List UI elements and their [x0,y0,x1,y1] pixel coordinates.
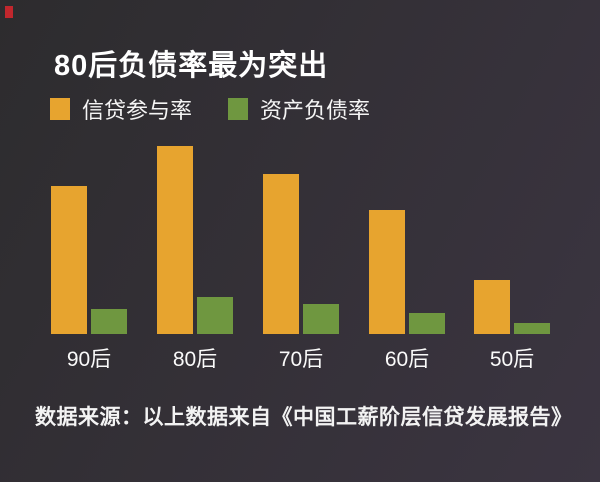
bar-credit-participation-rate-50后 [474,280,510,334]
bar-asset-debt-ratio-50后 [514,323,550,334]
category-label-50后: 50后 [489,348,535,371]
category-label-90后: 90后 [66,348,112,371]
data-source-note: 数据来源：以上数据来自《中国工薪阶层信贷发展报告》 [35,406,573,429]
bar-credit-participation-rate-80后 [157,146,193,334]
category-label-80后: 80后 [172,348,218,371]
category-label-70后: 70后 [278,348,324,371]
category-axis: 90后 80后 70后 60后 50后 [0,343,600,371]
chart-title: 80后负债率最为突出 [54,50,329,82]
legend-swatch-credit-participation [50,98,70,120]
bar-asset-debt-ratio-80后 [197,297,233,334]
bar-chart-plot-area [0,134,600,334]
bar-credit-participation-rate-70后 [263,174,299,334]
bar-asset-debt-ratio-90后 [91,309,127,334]
category-label-60后: 60后 [384,348,430,371]
bar-asset-debt-ratio-70后 [303,304,339,334]
bar-credit-participation-rate-90后 [51,186,87,334]
legend-label-credit-participation: 信贷参与率 [82,98,193,123]
red-corner-mark [5,6,13,18]
bar-asset-debt-ratio-60后 [409,313,445,334]
bar-credit-participation-rate-60后 [369,210,405,334]
legend-swatch-asset-debt [228,98,249,120]
legend-label-asset-debt: 资产负债率 [260,98,371,123]
chart-legend: 信贷参与率 资产负债率 [50,93,370,125]
